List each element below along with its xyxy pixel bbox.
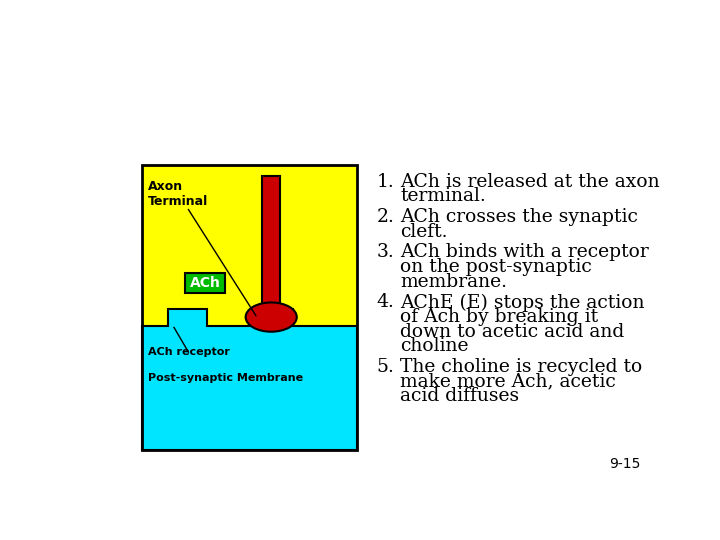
Text: Post-synaptic Membrane: Post-synaptic Membrane [148, 373, 303, 383]
Text: acid diffuses: acid diffuses [400, 387, 519, 406]
Bar [185, 273, 225, 293]
Text: down to acetic acid and: down to acetic acid and [400, 323, 624, 341]
Text: choline: choline [400, 338, 469, 355]
Text: cleft.: cleft. [400, 222, 448, 241]
Text: ACh receptor: ACh receptor [148, 347, 230, 357]
Text: on the post-synaptic: on the post-synaptic [400, 258, 592, 276]
Text: ACh is released at the axon: ACh is released at the axon [400, 173, 660, 191]
Text: make more Ach, acetic: make more Ach, acetic [400, 373, 616, 391]
Text: Axon
Terminal: Axon Terminal [148, 180, 208, 208]
Text: 5.: 5. [377, 358, 395, 376]
Text: of Ach by breaking it: of Ach by breaking it [400, 308, 598, 326]
Text: ACh binds with a receptor: ACh binds with a receptor [400, 244, 649, 261]
Text: 1.: 1. [377, 173, 395, 191]
Bar [142, 165, 357, 450]
Text: terminal.: terminal. [400, 187, 486, 205]
Polygon shape [142, 309, 357, 450]
Text: 4.: 4. [377, 294, 395, 312]
Text: ACh crosses the synaptic: ACh crosses the synaptic [400, 208, 638, 226]
Text: AChE (E) stops the action: AChE (E) stops the action [400, 294, 644, 312]
Bar [262, 177, 281, 309]
Text: ACh: ACh [190, 276, 220, 290]
Text: 9-15: 9-15 [609, 457, 640, 471]
Bar [142, 165, 357, 450]
Text: The choline is recycled to: The choline is recycled to [400, 358, 642, 376]
Text: 2.: 2. [377, 208, 395, 226]
Ellipse shape [246, 302, 297, 332]
Text: membrane.: membrane. [400, 273, 507, 291]
Text: 3.: 3. [377, 244, 395, 261]
